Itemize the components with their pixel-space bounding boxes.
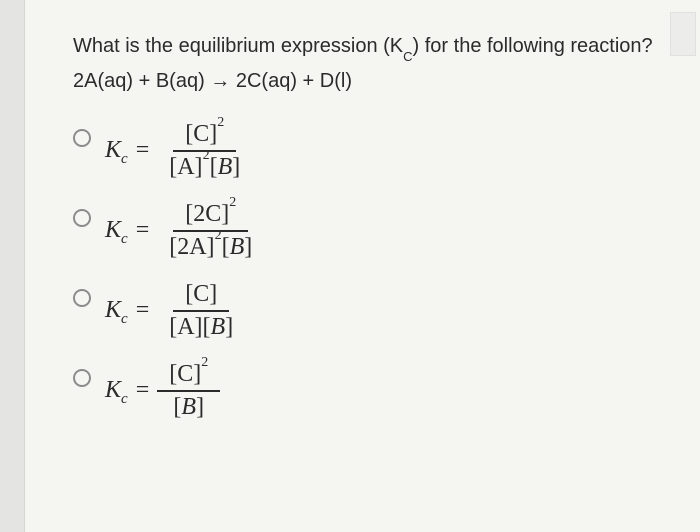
radio-button[interactable] (73, 209, 91, 227)
numerator: [2C]2 (173, 199, 248, 232)
kc-sub: c (121, 231, 128, 248)
radio-button[interactable] (73, 129, 91, 147)
prompt-suffix: ) for the following reaction? (413, 35, 653, 57)
option-row[interactable]: Kc = [2C]2 [2A]2[B] (73, 199, 680, 263)
fraction: [C]2 [A]2[B] (157, 119, 252, 183)
fraction: [C] [A][B] (157, 279, 245, 343)
question-card: What is the equilibrium expression (KC) … (24, 0, 700, 532)
equals-sign: = (136, 137, 150, 164)
kc-sub: c (121, 151, 128, 168)
kc-k: K (105, 137, 121, 164)
option-expression: Kc = [C]2 [A]2[B] (105, 119, 252, 183)
option-expression: Kc = [C]2 [B] (105, 359, 220, 423)
option-row[interactable]: Kc = [C] [A][B] (73, 279, 680, 343)
kc-symbol: Kc (105, 137, 128, 164)
kc-sub: c (121, 311, 128, 328)
radio-button[interactable] (73, 369, 91, 387)
reaction-equation: 2A(aq) + B(aq) → 2C(aq) + D(l) (73, 70, 680, 93)
kc-k: K (105, 377, 121, 404)
numerator: [C]2 (173, 119, 236, 152)
radio-button[interactable] (73, 289, 91, 307)
option-row[interactable]: Kc = [C]2 [B] (73, 359, 680, 423)
fraction: [C]2 [B] (157, 359, 220, 423)
question-prompt: What is the equilibrium expression (KC) … (73, 30, 680, 64)
numerator: [C]2 (157, 359, 220, 392)
denominator: [2A]2[B] (157, 232, 264, 263)
kc-k: K (105, 217, 121, 244)
denominator: [B] (161, 392, 216, 423)
kc-symbol: Kc (105, 377, 128, 404)
denominator: [A][B] (157, 312, 245, 343)
kc-sub: c (121, 391, 128, 408)
edge-overlay (670, 12, 696, 56)
fraction: [2C]2 [2A]2[B] (157, 199, 264, 263)
equals-sign: = (136, 377, 150, 404)
kc-symbol: Kc (105, 297, 128, 324)
option-expression: Kc = [2C]2 [2A]2[B] (105, 199, 264, 263)
denominator: [A]2[B] (157, 152, 252, 183)
kc-k: K (105, 297, 121, 324)
equals-sign: = (136, 297, 150, 324)
option-expression: Kc = [C] [A][B] (105, 279, 245, 343)
numerator: [C] (173, 279, 229, 312)
prompt-prefix: What is the equilibrium expression (K (73, 35, 403, 57)
equals-sign: = (136, 217, 150, 244)
options-list: Kc = [C]2 [A]2[B] Kc = [2C]2 [2A]2[B] (73, 119, 680, 423)
prompt-sub: C (403, 49, 412, 64)
kc-symbol: Kc (105, 217, 128, 244)
option-row[interactable]: Kc = [C]2 [A]2[B] (73, 119, 680, 183)
